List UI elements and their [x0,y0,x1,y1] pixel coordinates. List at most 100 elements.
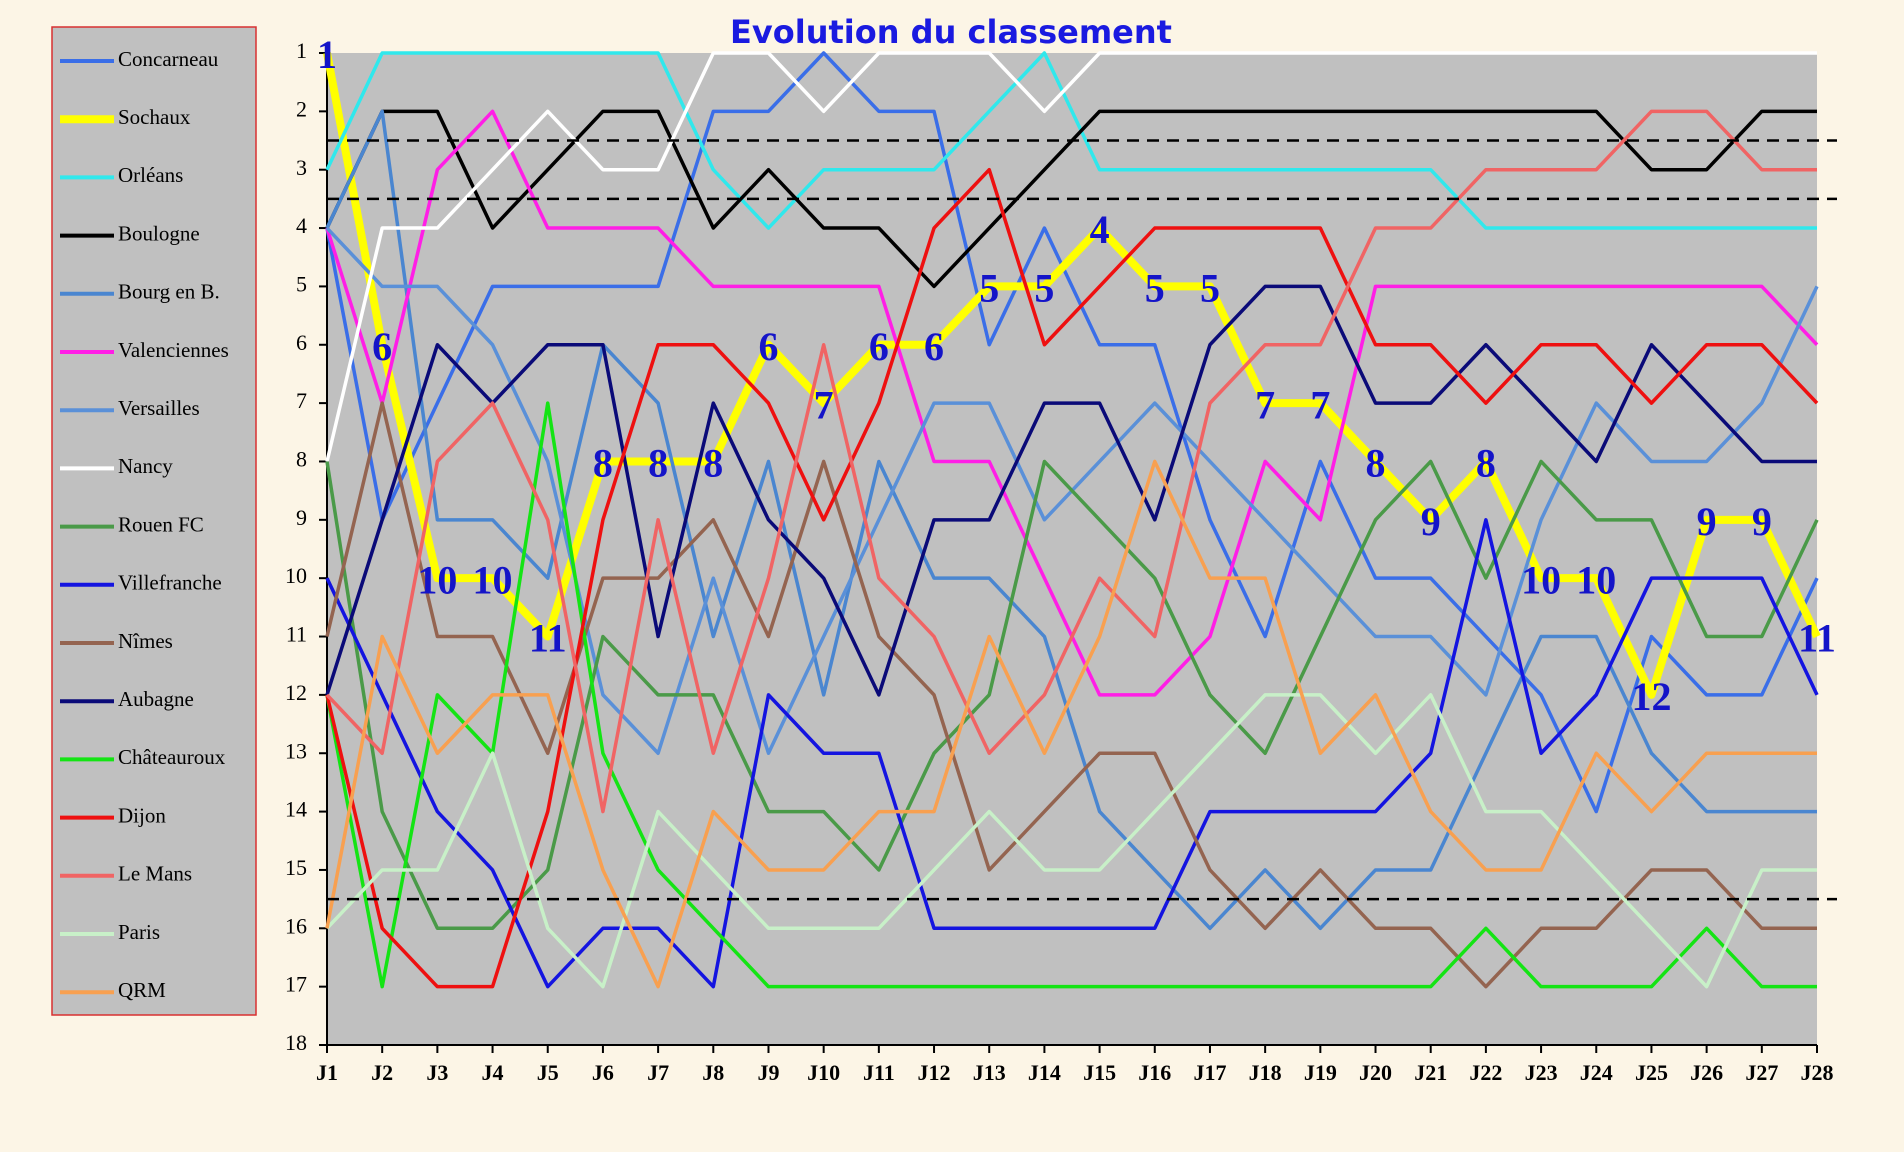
data-label: 8 [703,441,723,486]
series-line [325,459,1817,989]
data-label: 10 [1521,557,1561,602]
data-label: 10 [473,557,513,602]
chart-title: Evolution du classement [730,13,1172,51]
x-tick-label: J6 [592,1060,614,1085]
x-tick-label: J19 [1304,1060,1337,1085]
data-label: 4 [1090,207,1110,252]
x-tick-label: J21 [1414,1060,1447,1085]
legend-label: Paris [118,920,160,944]
y-tick-label: 14 [285,797,307,822]
data-label: 5 [1200,266,1220,311]
y-tick-label: 12 [285,680,307,705]
legend-label: Orléans [118,163,183,187]
x-tick-label: J17 [1193,1060,1226,1085]
x-tick-label: J13 [973,1060,1006,1085]
y-tick-label: 6 [296,330,307,355]
x-tick-label: J15 [1083,1060,1116,1085]
data-label: 8 [1476,441,1496,486]
legend-label: Nancy [118,454,173,478]
data-label: 10 [1576,557,1616,602]
y-tick-label: 11 [286,622,307,647]
y-tick-label: 13 [285,738,307,763]
series-layer [323,51,1821,989]
x-tick-label: J14 [1028,1060,1061,1085]
legend-label: Aubagne [118,687,194,711]
x-tick-label: J4 [482,1060,504,1085]
y-tick-label: 8 [296,447,307,472]
data-label: 9 [1752,499,1772,544]
y-tick-label: 4 [296,213,307,238]
data-label: 8 [593,441,613,486]
data-label: 8 [648,441,668,486]
data-label: 12 [1631,674,1671,719]
data-label: 7 [1310,382,1330,427]
legend-label: Rouen FC [118,512,204,536]
legend-label: Versailles [118,396,200,420]
y-tick-label: 7 [296,388,307,413]
data-label: 5 [1145,266,1165,311]
legend-label: Concarneau [118,47,219,71]
legend-label: Nîmes [118,629,173,653]
x-tick-label: J22 [1469,1060,1502,1085]
data-label: 11 [1798,616,1836,661]
y-tick-label: 5 [296,271,307,296]
x-tick-label: J27 [1745,1060,1778,1085]
x-tick-label: J18 [1249,1060,1282,1085]
y-tick-label: 9 [296,505,307,530]
x-tick-label: J10 [807,1060,840,1085]
data-label: 7 [814,382,834,427]
series-line [325,401,1817,989]
x-tick-label: J28 [1801,1060,1834,1085]
legend-label: Boulogne [118,221,200,245]
x-tick-label: J25 [1635,1060,1668,1085]
data-label: 5 [1034,266,1054,311]
y-tick-label: 18 [285,1030,307,1055]
y-tick-label: 15 [285,855,307,880]
x-tick-label: J1 [316,1060,338,1085]
legend-label: QRM [118,978,166,1002]
data-label: 9 [1421,499,1441,544]
y-tick-label: 10 [285,563,307,588]
y-tick-label: 16 [285,913,307,938]
data-label: 1 [317,32,337,77]
series-line [325,109,1817,814]
series-line [325,51,1817,230]
series-line [325,109,1817,931]
series-line [325,51,1819,814]
x-tick-label: J11 [863,1060,895,1085]
x-tick-label: J16 [1138,1060,1171,1085]
x-tick-label: J8 [702,1060,724,1085]
legend-label: Le Mans [118,862,192,886]
data-label: 11 [529,616,567,661]
legend-label: Châteauroux [118,745,226,769]
x-tick-label: J24 [1580,1060,1613,1085]
x-tick-label: J20 [1359,1060,1392,1085]
x-tick-label: J5 [537,1060,559,1085]
y-tick-label: 3 [296,155,307,180]
data-label: 10 [417,557,457,602]
x-tick-label: J12 [918,1060,951,1085]
x-tick-label: J2 [371,1060,393,1085]
y-tick-label: 1 [296,38,307,63]
series-line [325,693,1817,989]
x-tick-label: J23 [1525,1060,1558,1085]
y-tick-label: 2 [296,96,307,121]
legend-label: Valenciennes [118,338,229,362]
legend-label: Sochaux [118,105,191,129]
x-tick-label: J3 [426,1060,448,1085]
series-line [325,459,1819,931]
x-tick-label: J7 [647,1060,669,1085]
legend-label: Villefranche [118,571,222,595]
x-tick-label: J9 [757,1060,779,1085]
data-label: 8 [1366,441,1386,486]
x-tick-label: J26 [1690,1060,1723,1085]
data-label: 6 [869,324,889,369]
data-label: 6 [758,324,778,369]
data-label: 6 [924,324,944,369]
data-label: 6 [372,324,392,369]
data-label: 5 [979,266,999,311]
legend-box [51,26,257,1016]
data-label: 9 [1697,499,1717,544]
y-tick-label: 17 [285,972,307,997]
